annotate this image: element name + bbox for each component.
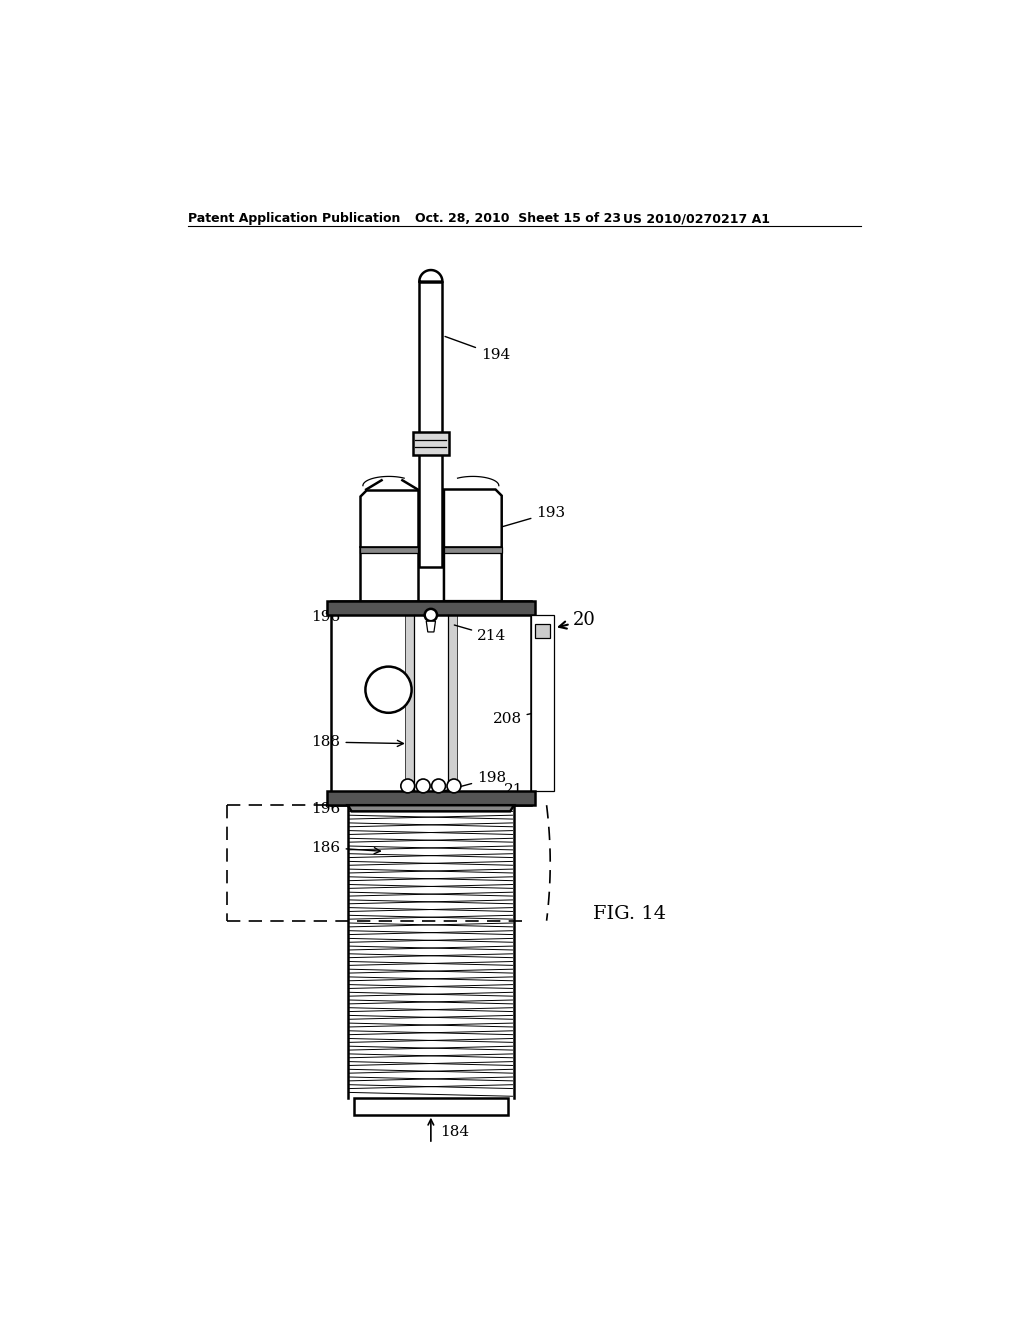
Polygon shape <box>348 805 514 812</box>
Text: 186: 186 <box>311 841 380 854</box>
Text: Patent Application Publication: Patent Application Publication <box>188 213 400 226</box>
Text: 194: 194 <box>445 337 510 362</box>
Polygon shape <box>331 601 531 805</box>
Polygon shape <box>327 601 535 615</box>
Circle shape <box>425 609 437 622</box>
Polygon shape <box>419 281 442 566</box>
Polygon shape <box>444 548 502 553</box>
Polygon shape <box>426 622 435 632</box>
Text: 193: 193 <box>501 506 565 527</box>
Circle shape <box>400 779 415 793</box>
Polygon shape <box>327 792 535 805</box>
Text: 184: 184 <box>440 1125 469 1139</box>
Text: 198: 198 <box>445 771 506 791</box>
Text: 196: 196 <box>311 803 341 816</box>
Text: 21: 21 <box>504 783 532 800</box>
Polygon shape <box>419 271 442 281</box>
Polygon shape <box>404 615 414 792</box>
Text: 188: 188 <box>311 735 403 748</box>
Polygon shape <box>444 490 502 601</box>
Circle shape <box>432 779 445 793</box>
Ellipse shape <box>366 667 412 713</box>
Text: Oct. 28, 2010  Sheet 15 of 23: Oct. 28, 2010 Sheet 15 of 23 <box>416 213 622 226</box>
Text: 214: 214 <box>455 626 506 643</box>
Text: US 2010/0270217 A1: US 2010/0270217 A1 <box>624 213 770 226</box>
Polygon shape <box>360 490 418 601</box>
Polygon shape <box>360 548 418 553</box>
Polygon shape <box>413 432 449 455</box>
Polygon shape <box>531 615 554 792</box>
Polygon shape <box>535 624 550 638</box>
Circle shape <box>447 779 461 793</box>
Text: FIG. 14: FIG. 14 <box>593 906 666 923</box>
Text: 20: 20 <box>559 611 596 630</box>
Polygon shape <box>354 1098 508 1114</box>
Text: 208: 208 <box>493 711 532 726</box>
Circle shape <box>416 779 430 793</box>
Text: 196: 196 <box>311 610 341 623</box>
Polygon shape <box>447 615 457 792</box>
